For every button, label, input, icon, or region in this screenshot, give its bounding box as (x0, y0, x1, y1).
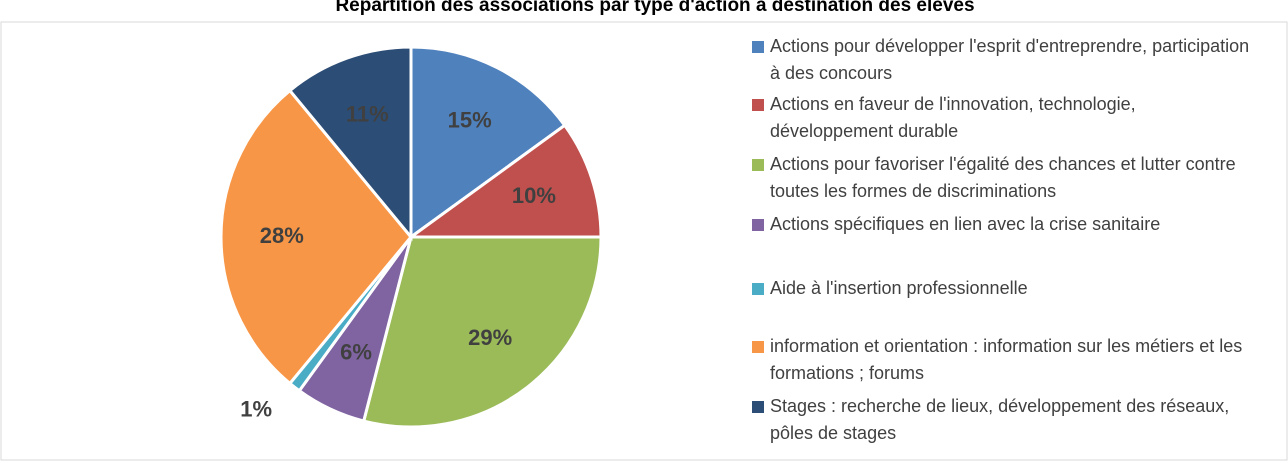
legend-label: Actions en faveur de l'innovation, techn… (770, 94, 1136, 141)
legend-swatch (752, 41, 764, 53)
data-label: 6% (340, 340, 372, 365)
legend-label: Actions pour développer l'esprit d'entre… (770, 36, 1250, 83)
data-label: 10% (512, 183, 556, 208)
legend-swatch (752, 341, 764, 353)
legend-label: Aide à l'insertion professionnelle (770, 278, 1028, 298)
legend-item: information et orientation : information… (752, 333, 1252, 387)
legend-swatch (752, 283, 764, 295)
data-label: 11% (346, 101, 389, 126)
pie-slice (361, 235, 603, 429)
pie-slice (406, 123, 603, 239)
chart-title: Répartition des associations par type d'… (335, 0, 974, 16)
legend-item: Actions pour favoriser l'égalité des cha… (752, 151, 1252, 205)
pie-slice (409, 45, 567, 240)
legend-swatch (752, 401, 764, 413)
legend-swatch (752, 219, 764, 231)
legend-item: Aide à l'insertion professionnelle (752, 275, 1252, 302)
data-label: 15% (448, 108, 492, 133)
pie-slice (219, 88, 413, 386)
legend-item: Actions pour développer l'esprit d'entre… (752, 33, 1252, 87)
chart-border (0, 21, 1288, 461)
legend-label: Actions spécifiques en lien avec la cris… (770, 214, 1161, 234)
legend-label: information et orientation : information… (770, 336, 1243, 383)
legend-swatch (752, 159, 764, 171)
data-label: 1% (240, 397, 272, 422)
data-label: 28% (260, 223, 304, 248)
legend-label: Stages : recherche de lieux, développeme… (770, 396, 1230, 443)
legend-item: Actions spécifiques en lien avec la cris… (752, 211, 1252, 238)
legend-swatch (752, 99, 764, 111)
legend-item: Actions en faveur de l'innovation, techn… (752, 91, 1252, 145)
data-label: 29% (468, 325, 512, 350)
legend-item: Stages : recherche de lieux, développeme… (752, 393, 1252, 447)
pie-slice (287, 45, 413, 242)
legend-label: Actions pour favoriser l'égalité des cha… (770, 154, 1236, 201)
